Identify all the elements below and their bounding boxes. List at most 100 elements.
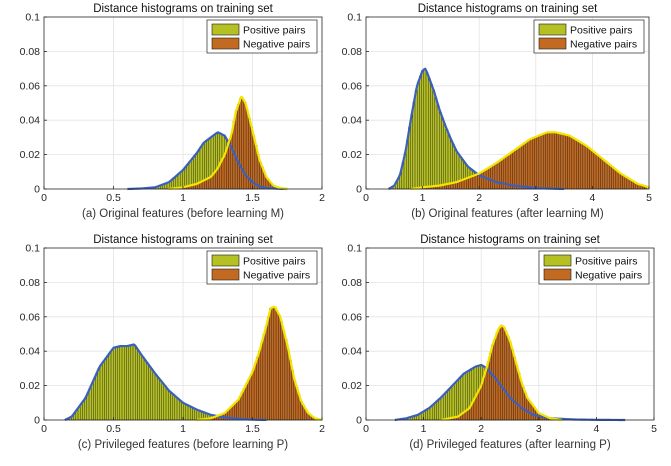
negative-bar bbox=[556, 132, 559, 190]
negative-bar bbox=[489, 353, 492, 421]
chart-caption: (d) Privileged features (after learning … bbox=[409, 439, 611, 451]
negative-bar bbox=[497, 327, 501, 421]
y-tick-label: 0.06 bbox=[342, 80, 363, 92]
positive-bar bbox=[430, 84, 433, 190]
negative-bar bbox=[260, 342, 264, 421]
y-tick-label: 0.04 bbox=[342, 346, 363, 358]
negative-bar bbox=[571, 137, 575, 190]
positive-bar bbox=[152, 371, 156, 421]
negative-bar bbox=[282, 330, 286, 421]
legend-label-positive: Positive pairs bbox=[575, 256, 637, 268]
positive-bar bbox=[126, 345, 129, 421]
positive-bar bbox=[117, 346, 121, 421]
positive-bar bbox=[91, 382, 94, 421]
legend-label-negative: Negative pairs bbox=[575, 270, 642, 282]
negative-bar bbox=[562, 134, 566, 190]
negative-bar bbox=[525, 141, 529, 190]
negative-bar bbox=[500, 325, 503, 421]
negative-bar bbox=[236, 400, 239, 421]
negative-bar bbox=[611, 166, 614, 190]
negative-bar bbox=[516, 147, 520, 190]
negative-bar bbox=[496, 161, 500, 190]
positive-bar bbox=[141, 356, 145, 421]
x-tick-label: 5 bbox=[651, 423, 657, 435]
legend-swatch-positive bbox=[211, 254, 240, 267]
negative-bar bbox=[622, 175, 625, 190]
y-tick-label: 0 bbox=[356, 184, 362, 196]
positive-bar bbox=[194, 408, 198, 421]
subplot-d: 0 1 2 3 4 5 0 0.02 0.04 0.06 0.08 0.1 Distance histo… bbox=[342, 234, 658, 451]
negative-bar bbox=[547, 132, 551, 190]
negative-bar bbox=[258, 350, 261, 421]
negative-bar bbox=[545, 132, 548, 190]
positive-bar bbox=[423, 68, 427, 190]
negative-bar bbox=[538, 134, 542, 190]
positive-bar bbox=[436, 400, 439, 421]
legend-swatch-negative bbox=[211, 37, 240, 50]
negative-bar bbox=[569, 136, 573, 190]
negative-bar bbox=[567, 135, 570, 190]
positive-bar bbox=[95, 372, 99, 421]
positive-bar bbox=[443, 123, 447, 190]
positive-bar bbox=[417, 81, 420, 190]
negative-bar bbox=[598, 156, 601, 190]
positive-bar bbox=[172, 394, 176, 421]
x-tick-label: 2 bbox=[476, 192, 482, 204]
negative-bar bbox=[582, 144, 586, 190]
positive-bar bbox=[179, 400, 182, 421]
positive-bar bbox=[124, 345, 127, 421]
x-tick-label: 0 bbox=[41, 192, 47, 204]
positive-bar bbox=[110, 349, 114, 421]
positive-bar bbox=[168, 390, 171, 421]
y-tick-label: 0.06 bbox=[20, 80, 41, 92]
negative-bar bbox=[536, 135, 540, 190]
y-tick-label: 0.1 bbox=[347, 243, 362, 255]
negative-bar bbox=[576, 140, 579, 190]
legend-swatch-positive bbox=[211, 23, 240, 36]
negative-bar bbox=[495, 332, 499, 421]
negative-bar bbox=[275, 310, 279, 421]
y-tick-label: 0.04 bbox=[20, 115, 41, 127]
chart-title: Distance histograms on training set bbox=[93, 234, 273, 246]
positive-bar bbox=[428, 78, 431, 190]
positive-bar bbox=[176, 398, 180, 421]
x-tick-label: 1 bbox=[180, 192, 186, 204]
negative-bar bbox=[481, 171, 485, 190]
positive-bar bbox=[102, 361, 105, 421]
y-tick-label: 0.02 bbox=[342, 149, 363, 161]
negative-bar bbox=[606, 163, 610, 190]
negative-bar bbox=[221, 157, 225, 190]
positive-bar bbox=[128, 345, 132, 421]
subplot-c: 0 0.5 1 1.5 2 0 0.02 0.04 0.06 0.08 0.1 Distance hi… bbox=[20, 234, 326, 451]
positive-bar bbox=[130, 344, 134, 421]
negative-bar bbox=[543, 133, 546, 190]
legend-label-positive: Positive pairs bbox=[243, 256, 305, 268]
negative-bar bbox=[560, 133, 564, 190]
positive-bar bbox=[440, 396, 444, 421]
x-tick-label: 1.5 bbox=[245, 192, 260, 204]
negative-bar bbox=[604, 161, 608, 190]
positive-bar bbox=[82, 400, 85, 421]
legend-swatch-negative bbox=[211, 268, 240, 281]
negative-bar bbox=[217, 166, 220, 190]
positive-bar bbox=[432, 404, 435, 421]
negative-bar bbox=[624, 176, 628, 190]
negative-bar bbox=[267, 316, 270, 421]
positive-bar bbox=[434, 97, 438, 190]
legend: Positive pairs Negative pairs bbox=[206, 19, 318, 54]
positive-bar bbox=[414, 90, 418, 190]
negative-bar bbox=[239, 98, 242, 190]
negative-bar bbox=[617, 172, 621, 190]
plot-frame bbox=[365, 16, 650, 190]
negative-bar bbox=[492, 164, 496, 190]
positive-bar bbox=[441, 117, 444, 190]
negative-bar bbox=[273, 306, 277, 421]
negative-bar bbox=[230, 132, 234, 190]
subplot-a: 0 0.5 1 1.5 2 0 0.02 0.04 0.06 0.08 0.1 Distance hi… bbox=[20, 3, 326, 220]
negative-bar bbox=[540, 134, 544, 190]
x-tick-label: 4 bbox=[589, 192, 595, 204]
negative-bar bbox=[593, 152, 597, 190]
negative-bar bbox=[578, 141, 581, 190]
positive-bar bbox=[174, 396, 178, 421]
